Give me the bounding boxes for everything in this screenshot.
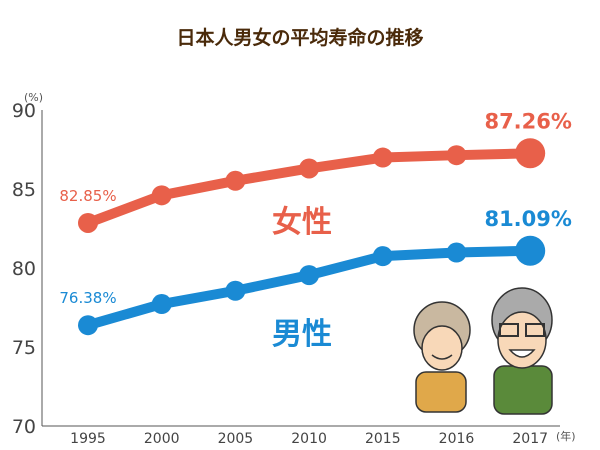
data-point: [372, 147, 393, 168]
x-tick-label: 2010: [291, 431, 327, 447]
data-point: [151, 294, 172, 315]
y-tick-label: 70: [12, 416, 36, 438]
series-name-label: 女性: [272, 205, 332, 240]
start-value-label: 76.38%: [59, 289, 116, 307]
x-tick-label: 2015: [365, 431, 401, 447]
elderly-couple-illustration: [413, 287, 553, 415]
data-point: [446, 145, 467, 166]
start-value-label: 82.85%: [59, 187, 116, 205]
end-value-label: 87.26%: [484, 109, 571, 133]
data-point: [225, 280, 246, 301]
x-tick-label: 1995: [70, 431, 106, 447]
y-tick-label: 90: [12, 100, 36, 122]
y-tick-label: 85: [12, 179, 36, 201]
data-point: [372, 246, 393, 267]
end-value-label: 81.09%: [484, 207, 571, 231]
data-point: [78, 212, 98, 233]
y-axis-unit: (%): [24, 91, 43, 104]
x-tick-label: 2000: [144, 431, 180, 447]
data-point: [446, 242, 467, 263]
y-tick-label: 80: [12, 258, 36, 280]
data-point: [225, 170, 246, 191]
x-tick-label: 2017: [512, 431, 548, 447]
data-point: [299, 265, 320, 286]
data-point: [78, 315, 98, 336]
data-point: [151, 185, 172, 206]
chart-title: 日本人男女の平均寿命の推移: [176, 26, 423, 49]
y-tick-label: 75: [12, 337, 36, 359]
data-point: [299, 158, 320, 179]
data-point: [515, 235, 546, 266]
x-axis-unit: (年): [556, 429, 576, 443]
data-point: [515, 138, 546, 169]
x-tick-label: 2016: [439, 431, 475, 447]
series-name-label: 男性: [272, 317, 332, 352]
x-tick-label: 2005: [218, 431, 254, 447]
